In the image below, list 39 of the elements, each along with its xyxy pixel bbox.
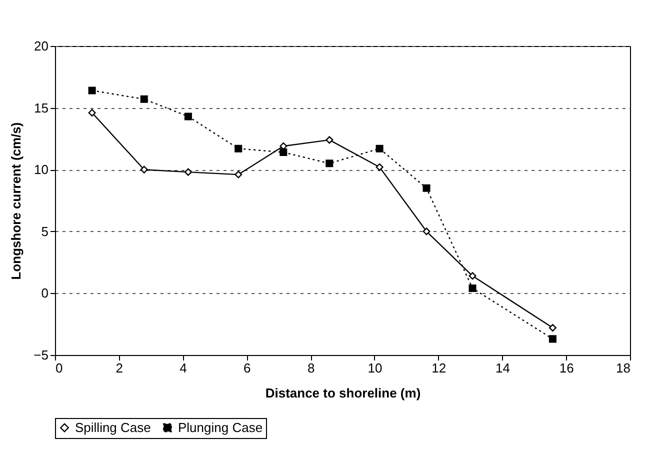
point [376,144,384,152]
y-axis-title: Longshore current (cm/s) [8,122,24,280]
point [88,108,96,117]
point [326,136,334,144]
point [234,144,242,152]
point [326,160,334,168]
x-tick-label: 0 [56,360,63,376]
point [140,166,148,174]
y-tick-label: 5 [41,224,48,239]
y-tick-label: 0 [41,286,48,301]
point [468,284,476,292]
y-tick-label: 20 [34,38,48,54]
point [422,228,430,236]
x-tick-label: 12 [432,360,446,376]
legend-label: Spilling Case [75,420,151,435]
point [184,168,192,176]
point [548,335,556,343]
x-tick-label: 10 [368,360,382,376]
x-tick-label: 8 [307,360,315,376]
y-tick-label: −5 [34,348,48,362]
x-tick-label: 4 [180,360,187,376]
x-tick-label: 6 [244,360,251,376]
x-tick-label: 14 [495,360,510,376]
point [140,95,148,103]
y-tick-label: 15 [34,100,48,116]
legend-label: Plunging Case [178,420,263,435]
point [422,184,430,192]
point [280,148,288,156]
y-tick-label: 10 [34,162,48,178]
x-axis-title: Distance to shoreline (m) [265,386,421,400]
point [376,163,384,171]
point [468,272,476,280]
point [234,170,242,178]
x-tick-label: 18 [616,360,630,376]
x-tick-label: 16 [559,360,574,376]
x-tick-label: 2 [116,360,124,376]
point [88,86,96,94]
point [184,112,192,120]
point [548,324,556,332]
